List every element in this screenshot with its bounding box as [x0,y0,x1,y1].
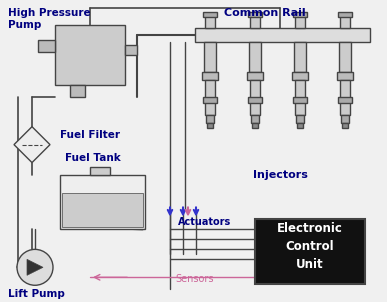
Circle shape [17,249,53,285]
Bar [338,12,352,17]
Bar [294,42,306,72]
Bar [38,40,55,52]
Bar [206,115,214,123]
Bar [250,16,260,28]
Bar [251,115,259,123]
Bar [296,115,304,123]
Bar [62,192,143,227]
Bar [342,123,348,128]
Bar [125,45,137,55]
Bar [248,97,262,103]
Bar [340,16,350,28]
Bar [205,80,215,115]
Bar [338,97,352,103]
Bar [55,25,125,85]
Text: Electronic
Control
Unit: Electronic Control Unit [277,222,343,271]
Bar [90,167,110,175]
Polygon shape [14,127,50,162]
Text: Fuel Filter: Fuel Filter [60,130,120,140]
Text: Fuel Tank: Fuel Tank [65,153,121,162]
Bar [204,42,216,72]
Bar [205,16,215,28]
Bar [295,16,305,28]
Polygon shape [27,259,43,275]
Bar [247,72,263,80]
Bar [337,72,353,80]
Text: Injectors: Injectors [253,169,307,180]
Bar [203,97,217,103]
Text: Sensors: Sensors [175,274,214,284]
Bar [297,123,303,128]
Bar [70,85,85,97]
Bar [341,115,349,123]
Bar [249,42,261,72]
Bar [60,175,145,230]
Bar [340,80,350,115]
Bar [292,72,308,80]
Text: Actuators: Actuators [178,217,231,227]
Bar [295,80,305,115]
Bar [255,220,365,284]
Bar [250,80,260,115]
Bar [252,123,258,128]
Bar [293,12,307,17]
Bar [207,123,213,128]
Text: High Pressure
Pump: High Pressure Pump [8,8,91,30]
Bar [248,12,262,17]
Bar [339,42,351,72]
Text: Lift Pump: Lift Pump [8,289,65,299]
Bar [202,72,218,80]
Bar [195,28,370,42]
Bar [293,97,307,103]
Text: Common Rail: Common Rail [224,8,306,18]
Bar [203,12,217,17]
